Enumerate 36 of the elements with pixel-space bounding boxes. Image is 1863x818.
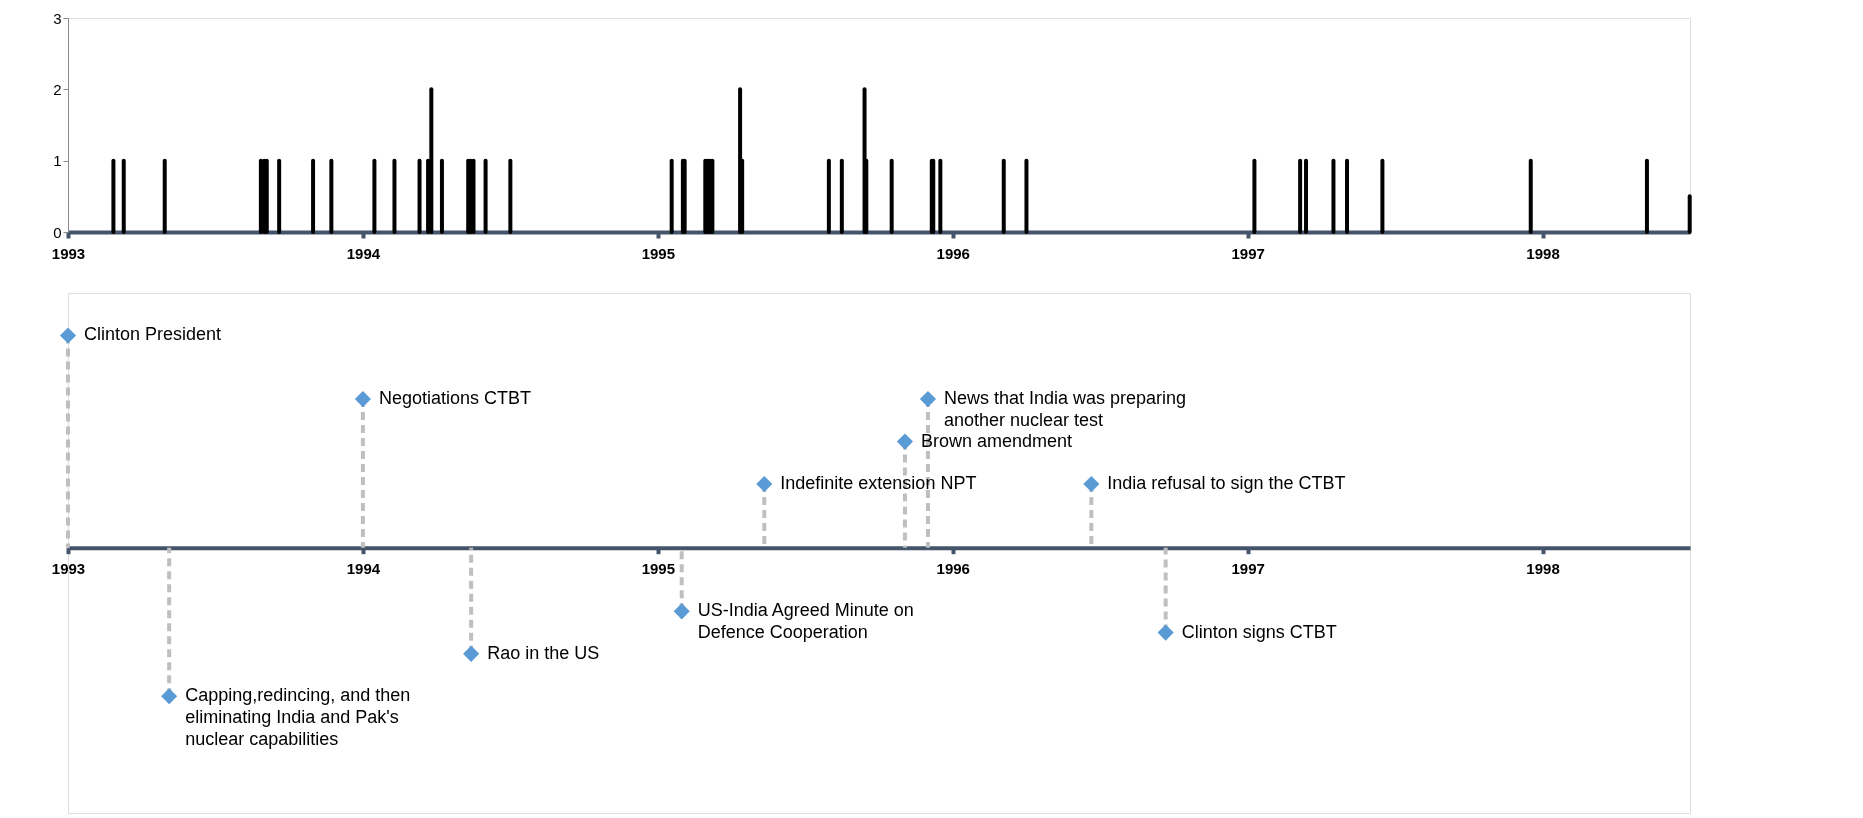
point [463,645,480,662]
x-tick-label: 1996 [936,244,970,262]
point [354,391,371,408]
x-tick-label: 1997 [1231,560,1265,578]
annotation: US-India Agreed Minute on Defence Cooperation [697,600,914,643]
annotation: Clinton signs CTBT [1181,621,1337,642]
x-tick-label: 1997 [1231,244,1265,262]
y-tick-label: 0 [53,223,62,241]
annotation: News that India was preparing another nuclear test [943,388,1187,431]
x-tick-label: 1993 [51,560,86,578]
annotation: Negotiations CTBT [378,388,531,409]
annotation: Brown amendment [920,430,1073,451]
y-tick-label: 3 [53,9,62,27]
y-tick-label: 2 [53,80,62,98]
point [896,433,914,450]
x-tick-label: 1996 [936,560,970,578]
x-tick-label: 1994 [346,560,381,578]
annotation: India refusal to sign the CTBT [1107,473,1346,494]
annotation: Rao in the US [487,642,600,663]
x-tick-label: 1998 [1526,560,1560,578]
x-tick-label: 1995 [641,560,676,578]
x-tick-label: 1993 [51,244,86,262]
point [919,391,937,408]
x-tick-label: 1995 [641,244,676,262]
point [673,603,690,620]
annotation: Indefinite extension NPT [780,473,977,494]
x-tick-label: 1998 [1526,244,1560,262]
y-tick-label: 1 [53,152,62,170]
annotation: Capping,redincing, and then eliminating India and Pak's nuclear capabilities [185,685,411,750]
point [1083,475,1100,493]
annotation: Clinton President [84,324,222,345]
point [1157,624,1174,641]
x-tick-label: 1994 [346,244,381,262]
point [756,475,773,493]
point [59,327,77,344]
point [161,688,178,705]
